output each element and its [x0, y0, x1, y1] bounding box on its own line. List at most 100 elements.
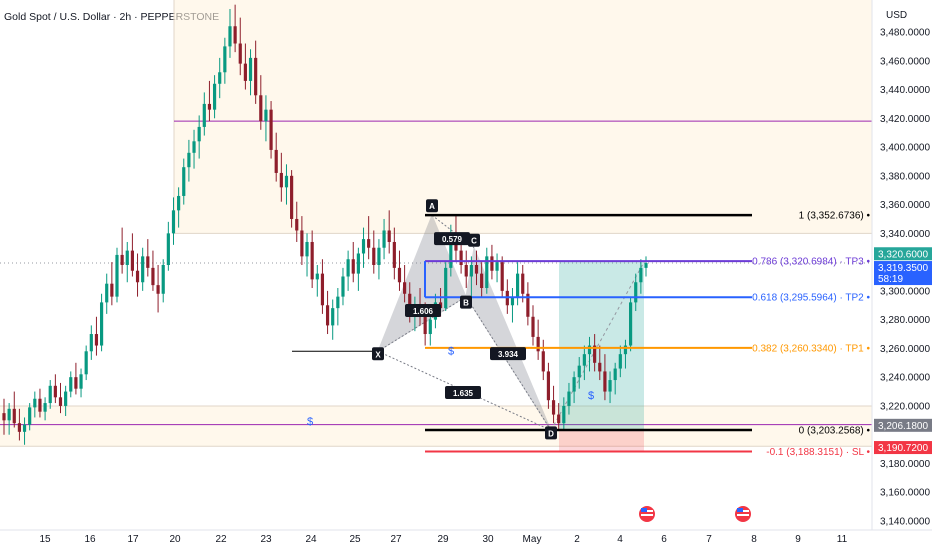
candle-body: [336, 296, 340, 309]
candle-body: [192, 141, 196, 153]
price-badge-bg: [874, 441, 932, 455]
candle-body: [356, 253, 360, 274]
candle-body: [551, 400, 556, 415]
price-badge-text: 3,206.1800: [878, 421, 928, 432]
point-a-bg: [426, 199, 438, 213]
candle-body: [156, 285, 160, 294]
price-badge-0: 3,320.6000: [874, 247, 932, 261]
candle-body: [284, 175, 289, 188]
candle-body: [613, 368, 617, 381]
candle-body: [331, 308, 335, 326]
candle-body: [644, 263, 648, 268]
y-tick-label-4: 3,400.0000: [880, 143, 930, 154]
candle-body: [608, 380, 612, 392]
candle-body: [141, 256, 145, 283]
candle-body: [480, 273, 484, 289]
price-badge-2: 3,206.1800: [874, 418, 932, 432]
ratio-xd-text: 1.635: [453, 389, 474, 398]
candle-body: [634, 282, 638, 303]
fib-label-4: 0 (3,203.2568) •: [799, 426, 871, 437]
x-tick-label-6: 24: [305, 534, 317, 545]
candle-body: [290, 175, 294, 219]
candle-body: [516, 273, 520, 297]
candle-body: [577, 365, 581, 378]
candle-body: [500, 262, 504, 291]
candle-body: [197, 126, 201, 142]
candle-body: [305, 241, 309, 257]
y-tick-label-15: 3,140.0000: [880, 517, 930, 528]
candle-body: [22, 424, 27, 432]
x-tick-label-5: 23: [260, 534, 272, 545]
candle-body: [325, 305, 330, 326]
candle-body: [84, 351, 88, 375]
candle-body: [94, 334, 99, 346]
candle-body: [526, 293, 530, 317]
candle-body: [351, 259, 355, 274]
economic-event-flag-icon: [639, 506, 655, 522]
point-d-text: D: [548, 429, 554, 438]
ratio-bd: 3.934: [490, 347, 526, 361]
y-tick-label-1: 3,460.0000: [880, 56, 930, 67]
x-tick-label-7: 25: [349, 534, 361, 545]
x-tick-label-16: 8: [751, 534, 757, 545]
candle-body: [485, 256, 489, 289]
price-badge-bg: [874, 247, 932, 261]
price-badge-bg: [874, 261, 932, 286]
point-b-text: B: [463, 299, 469, 308]
candle-body: [495, 262, 499, 271]
candle-body: [274, 149, 278, 173]
candle-body: [146, 256, 150, 268]
y-tick-label-10: 3,260.0000: [880, 344, 930, 355]
ratio-ab: 0.579: [434, 232, 470, 246]
marker-dollar-2: $: [448, 345, 454, 357]
candle-body: [243, 63, 247, 81]
stop-zone: [559, 430, 644, 452]
candle-body: [58, 397, 63, 406]
y-tick-label-14: 3,160.0000: [880, 488, 930, 499]
y-tick-label-9: 3,280.0000: [880, 315, 930, 326]
pattern-dotted-xb: [377, 296, 467, 352]
candle-body: [79, 374, 83, 389]
x-tick-label-11: May: [523, 534, 542, 545]
candle-body: [171, 210, 176, 234]
candle-body: [151, 267, 155, 286]
fib-label-3: 0.382 (3,260.3340) · TP1 •: [752, 343, 870, 354]
candle-body: [38, 398, 42, 412]
candle-body: [120, 254, 124, 265]
candle-body: [69, 377, 73, 392]
candle-body: [603, 371, 607, 392]
candle-body: [202, 103, 206, 127]
point-c: C: [468, 233, 480, 247]
marker-dollar-1: $: [307, 416, 313, 428]
candle-body: [598, 362, 602, 372]
candle-body: [310, 241, 314, 280]
flag-stripe: [737, 514, 749, 516]
candle-body: [264, 109, 268, 122]
ratio-ab-text: 0.579: [442, 235, 463, 244]
ratio-bd-text: 3.934: [498, 350, 519, 359]
y-tick-label-0: 3,480.0000: [880, 28, 930, 39]
candle-body: [177, 195, 181, 211]
candle-body: [228, 26, 232, 47]
point-d: D: [545, 426, 557, 440]
candle-body: [582, 354, 586, 366]
candle-body: [187, 152, 191, 168]
projection-line: [550, 261, 645, 431]
x-tick-label-0: 15: [39, 534, 51, 545]
candle-body: [207, 103, 212, 110]
candle-body: [295, 218, 299, 231]
ratio-xb-text: 1.606: [413, 307, 434, 316]
candle-body: [382, 230, 386, 248]
currency-label[interactable]: USD: [886, 10, 908, 21]
candle-body: [166, 233, 170, 265]
candle-body: [212, 83, 217, 110]
candle-body: [7, 408, 11, 421]
candle-body: [367, 239, 371, 248]
candle-body: [89, 334, 93, 352]
price-badge-countdown: 58:19: [878, 274, 903, 285]
economic-event-flag-icon: [735, 506, 751, 522]
x-tick-label-15: 7: [706, 534, 712, 545]
